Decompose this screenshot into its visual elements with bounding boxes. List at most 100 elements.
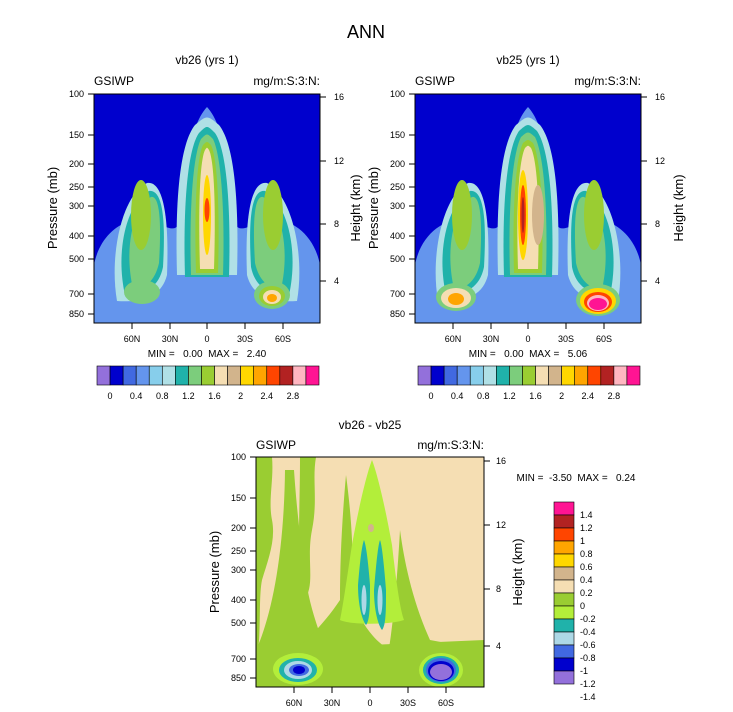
colorbar-swatch: [469, 365, 484, 386]
colorbar-swatch: [553, 514, 575, 529]
colorbar-label: 0.2: [580, 588, 593, 598]
colorbar-label: 1.2: [182, 391, 195, 401]
panel-2-left-axis: 100 150 200 250 300 400 500 700 850: [390, 89, 415, 319]
colorbar-swatch: [553, 605, 575, 620]
panel-1-right-label: mg/m:S:3:N:: [253, 74, 320, 88]
panel-1-title: vb26 (yrs 1): [175, 53, 238, 67]
svg-text:200: 200: [231, 523, 246, 533]
svg-text:0: 0: [204, 334, 209, 344]
colorbar-label: 0.4: [451, 391, 464, 401]
colorbar-swatch: [553, 579, 575, 594]
svg-text:200: 200: [390, 159, 405, 169]
svg-text:30N: 30N: [162, 334, 179, 344]
svg-text:4: 4: [334, 276, 339, 286]
colorbar-swatch: [496, 365, 510, 386]
colorbar-swatch: [613, 365, 628, 386]
panel-2-title: vb25 (yrs 1): [496, 53, 559, 67]
svg-text:250: 250: [69, 182, 84, 192]
colorbar-label: 0.6: [580, 562, 593, 572]
panel-3: vb26 - vb25 GSIWP mg/m:S:3:N:: [207, 418, 636, 708]
contour-band: [361, 585, 367, 615]
panel-3-stats: MIN = -3.50 MAX = 0.24: [517, 473, 636, 484]
svg-text:0: 0: [525, 334, 530, 344]
contour-band: [293, 666, 305, 674]
colorbar-swatch: [148, 365, 163, 386]
svg-text:30N: 30N: [483, 334, 500, 344]
svg-text:30S: 30S: [400, 698, 416, 708]
colorbar-swatch: [214, 365, 228, 386]
panel-2-bottom-axis: 60N 30N 0 30S 60S: [445, 323, 612, 344]
colorbar-label: 1.2: [503, 391, 516, 401]
panel-1-colorbar: 0 0.4 0.8 1.2 1.6 2 2.4 2.8: [96, 365, 320, 401]
svg-text:30S: 30S: [558, 334, 574, 344]
panel-3-left-axis: 100 150 200 250 300 400 500 700 850: [231, 452, 256, 683]
svg-text:60S: 60S: [596, 334, 612, 344]
svg-text:400: 400: [231, 595, 246, 605]
colorbar-label: 1.2: [580, 523, 593, 533]
colorbar-swatch: [561, 365, 576, 386]
colorbar-label: 2: [238, 391, 243, 401]
panel-3-y2label: Height (km): [510, 538, 525, 605]
svg-text:60S: 60S: [275, 334, 291, 344]
contour-band: [518, 170, 609, 311]
colorbar-swatch: [553, 501, 575, 516]
colorbar-label: 1.4: [580, 510, 593, 520]
svg-text:300: 300: [69, 201, 84, 211]
panel-2-contour-field: [415, 94, 641, 323]
colorbar-swatch: [574, 365, 589, 386]
panel-2-colorbar: 0 0.4 0.8 1.2 1.6 2 2.4 2.8: [417, 365, 641, 401]
svg-text:400: 400: [69, 231, 84, 241]
colorbar-label: 0.4: [130, 391, 143, 401]
colorbar-label: -0.8: [580, 653, 596, 663]
colorbar-swatch: [417, 365, 432, 386]
panel-3-right-axis: 16 12 8 4: [484, 456, 506, 651]
panel-1-right-axis: 16 12 8 4: [320, 92, 344, 286]
colorbar-label: 1.6: [529, 391, 542, 401]
panel-1-left-label: GSIWP: [94, 74, 134, 88]
svg-text:500: 500: [231, 618, 246, 628]
svg-text:500: 500: [69, 254, 84, 264]
svg-text:100: 100: [69, 89, 84, 99]
colorbar-label: 0.8: [156, 391, 169, 401]
svg-text:12: 12: [334, 156, 344, 166]
svg-text:12: 12: [496, 520, 506, 530]
svg-text:60N: 60N: [445, 334, 462, 344]
colorbar-label: -1: [580, 666, 588, 676]
svg-text:8: 8: [334, 219, 339, 229]
colorbar-swatch: [553, 527, 575, 542]
colorbar-label: 2.8: [287, 391, 300, 401]
svg-text:200: 200: [69, 159, 84, 169]
svg-text:100: 100: [231, 452, 246, 462]
colorbar-swatch: [553, 540, 575, 555]
colorbar-label: 1.6: [208, 391, 221, 401]
colorbar-swatch: [443, 365, 458, 386]
colorbar-swatch: [587, 365, 602, 386]
colorbar-swatch: [553, 592, 575, 607]
colorbar-label: 0: [429, 391, 434, 401]
panel-3-bottom-axis: 60N 30N 0 30S 60S: [286, 687, 454, 708]
colorbar-swatch: [430, 365, 445, 386]
panel-1-left-axis: 100 150 200 250 300 400 500 700 850: [69, 89, 94, 319]
svg-text:12: 12: [655, 156, 665, 166]
panel-2-stats: MIN = 0.00 MAX = 5.06: [469, 349, 588, 360]
colorbar-swatch: [188, 365, 202, 386]
colorbar-swatch: [175, 365, 189, 386]
page-title: ANN: [347, 22, 385, 42]
svg-text:60S: 60S: [438, 698, 454, 708]
colorbar-swatch: [553, 566, 575, 581]
colorbar-swatch: [553, 644, 575, 659]
colorbar-label: 2.8: [608, 391, 621, 401]
colorbar-label: 1: [580, 536, 585, 546]
panel-2: vb25 (yrs 1) GSIWP mg/m:S:3:N:: [366, 53, 686, 401]
panel-3-title: vb26 - vb25: [339, 418, 402, 432]
colorbar-label: 2.4: [582, 391, 595, 401]
colorbar-swatch: [626, 365, 641, 386]
contour-band: [430, 664, 452, 680]
svg-text:300: 300: [231, 565, 246, 575]
svg-text:400: 400: [390, 231, 405, 241]
contour-band: [256, 475, 390, 687]
panel-1-ylabel: Pressure (mb): [45, 167, 60, 249]
colorbar-swatch: [122, 365, 137, 386]
colorbar-label: 0: [580, 601, 585, 611]
